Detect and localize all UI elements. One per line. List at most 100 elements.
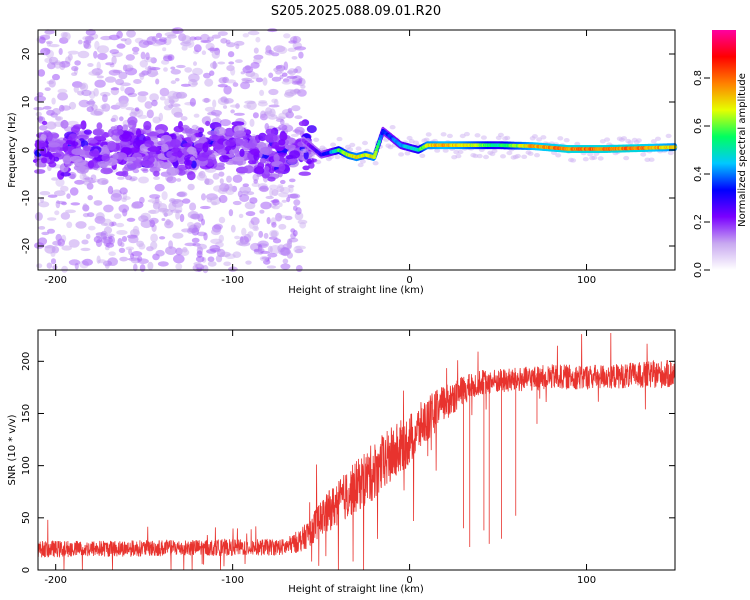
spectrogram-noise-blob	[231, 156, 245, 162]
spectrogram-ridge-halo	[665, 133, 672, 139]
spectrogram-noise-blob	[165, 249, 171, 254]
spectrogram-noise-blob	[200, 40, 212, 44]
spectrogram-noise-blob	[124, 87, 135, 96]
spectrogram-noise-blob	[69, 155, 83, 163]
spectrogram-ridge-halo	[434, 148, 441, 153]
spectrogram-noise-blob	[225, 79, 237, 84]
spectrogram-y-tick-label: -20	[21, 238, 32, 254]
spectrogram-noise-blob	[149, 217, 159, 225]
spectrogram-noise-blob	[172, 232, 184, 239]
colorbar: 0.0 0.2 0.4 0.6 0.8 Normalized spectral ampl…	[693, 30, 748, 278]
spectrogram-noise-blob	[138, 176, 149, 184]
spectrogram-noise-blob	[187, 221, 195, 228]
spectrogram-noise-blob	[34, 212, 43, 221]
spectrogram-noise-blob	[249, 118, 255, 127]
spectrogram-noise-blob	[289, 178, 296, 183]
spectrogram-noise-blob	[45, 29, 51, 37]
spectrogram-noise-blob	[298, 51, 304, 59]
spectrogram-noise-blob	[184, 128, 198, 134]
spectrogram-noise-blob	[167, 90, 179, 100]
spectrogram-noise-blob	[61, 105, 71, 111]
spectrogram-noise-blob	[46, 40, 53, 45]
spectrogram-noise-blob	[143, 120, 152, 131]
spectrogram-x-ticks: -200 -100 0 100	[44, 30, 596, 286]
spectrogram-x-tick-label: 0	[406, 275, 412, 286]
spectrogram-noise-blob	[271, 141, 280, 149]
spectrogram-noise-blob	[306, 158, 312, 164]
spectrogram-noise-blob	[281, 199, 287, 203]
spectrogram-noise-blob	[57, 88, 68, 94]
spectrogram-ridge-halo	[623, 155, 630, 161]
spectrogram-noise-blob	[194, 36, 202, 41]
spectrogram-ridge-halo	[483, 154, 489, 160]
spectrogram-noise-blob	[119, 256, 129, 262]
spectrogram-noise-blob	[100, 167, 113, 175]
spectrogram-ridge-halo	[398, 152, 405, 157]
spectrogram-noise-blob	[107, 140, 117, 151]
spectrogram-noise-blob	[271, 221, 277, 228]
spectrogram-noise-blob	[93, 200, 103, 206]
spectrogram-noise-blob	[120, 100, 129, 108]
spectrogram-ridge-halo	[531, 134, 538, 139]
spectrogram-ridge-halo	[372, 161, 379, 166]
spectrogram-noise-blob	[153, 170, 160, 177]
spectrogram-ridge-halo	[506, 150, 513, 156]
spectrogram-noise-blob	[302, 165, 310, 171]
spectrogram-ridge-halo	[635, 138, 642, 143]
spectrogram-noise-blob	[38, 201, 50, 208]
spectrogram-noise-blob	[157, 261, 169, 267]
spectrogram-noise-blob	[80, 247, 91, 252]
spectrogram-noise-blob	[217, 162, 225, 167]
spectrogram-noise-blob	[95, 212, 105, 221]
spectrogram-noise-blob	[204, 106, 216, 112]
spectrogram-x-axis-label: Height of straight line (km)	[288, 285, 424, 296]
snr-frame	[37, 329, 676, 571]
spectrogram-noise-blob	[175, 263, 183, 270]
spectrogram-ridge-halo	[446, 133, 453, 139]
spectrogram-noise-blob	[163, 67, 168, 72]
spectrogram-ridge-halo	[640, 152, 647, 157]
spectrogram-noise-blob	[286, 196, 291, 203]
spectrogram-noise-blob	[235, 59, 243, 63]
spectrogram-noise-blob	[150, 72, 159, 76]
spectrogram-noise-blob	[144, 140, 155, 148]
spectrogram-noise-blob	[55, 178, 65, 187]
spectrogram-ridge-halo	[336, 136, 343, 142]
spectrogram-noise-blob	[38, 36, 46, 44]
spectrogram-noise-blob	[196, 231, 207, 237]
spectrogram-x-tick-label: -100	[221, 275, 244, 286]
spectrogram-noise-blob	[264, 49, 275, 56]
spectrogram-noise-blob	[276, 46, 288, 54]
spectrogram-noise-blob	[264, 123, 270, 131]
snr-x-tick-label: 0	[406, 575, 412, 586]
spectrogram-noise-blob	[126, 29, 136, 38]
spectrogram-noise-blob	[46, 131, 53, 142]
spectrogram-noise-blob	[289, 193, 301, 199]
spectrogram-noise-blob	[47, 62, 56, 70]
spectrogram-noise-blob	[88, 70, 101, 76]
spectrogram-noise-blob	[76, 165, 89, 174]
spectrogram-ridge-halo	[650, 139, 657, 144]
spectrogram-noise-blob	[257, 101, 268, 107]
spectrogram-ridge-halo	[334, 154, 341, 160]
spectrogram-noise-blob	[176, 64, 186, 69]
spectrogram-noise-blob	[82, 145, 92, 152]
spectrogram-noise-blob	[242, 165, 255, 174]
spectrogram-noise-blob	[154, 183, 165, 192]
spectrogram-noise-blob	[217, 149, 227, 156]
spectrogram-noise-blob	[108, 251, 116, 256]
spectrogram-noise-blob	[223, 85, 232, 95]
spectrogram-noise-blob	[87, 160, 95, 169]
snr-x-tick-label: -200	[44, 575, 67, 586]
spectrogram-noise-blob	[255, 165, 264, 173]
spectrogram-noise-blob	[278, 124, 288, 131]
spectrogram-noise-blob	[286, 240, 293, 249]
snr-x-axis-label: Height of straight line (km)	[288, 584, 424, 595]
spectrogram-noise-blob	[280, 179, 286, 185]
spectrogram-noise-blob	[228, 61, 235, 65]
spectrogram-ridge-halo	[627, 140, 634, 145]
spectrogram-ridge-halo	[504, 135, 511, 141]
spectrogram-noise-blob	[247, 30, 260, 36]
spectrogram-noise-blob	[121, 170, 129, 177]
spectrogram-noise-blob	[293, 245, 303, 254]
